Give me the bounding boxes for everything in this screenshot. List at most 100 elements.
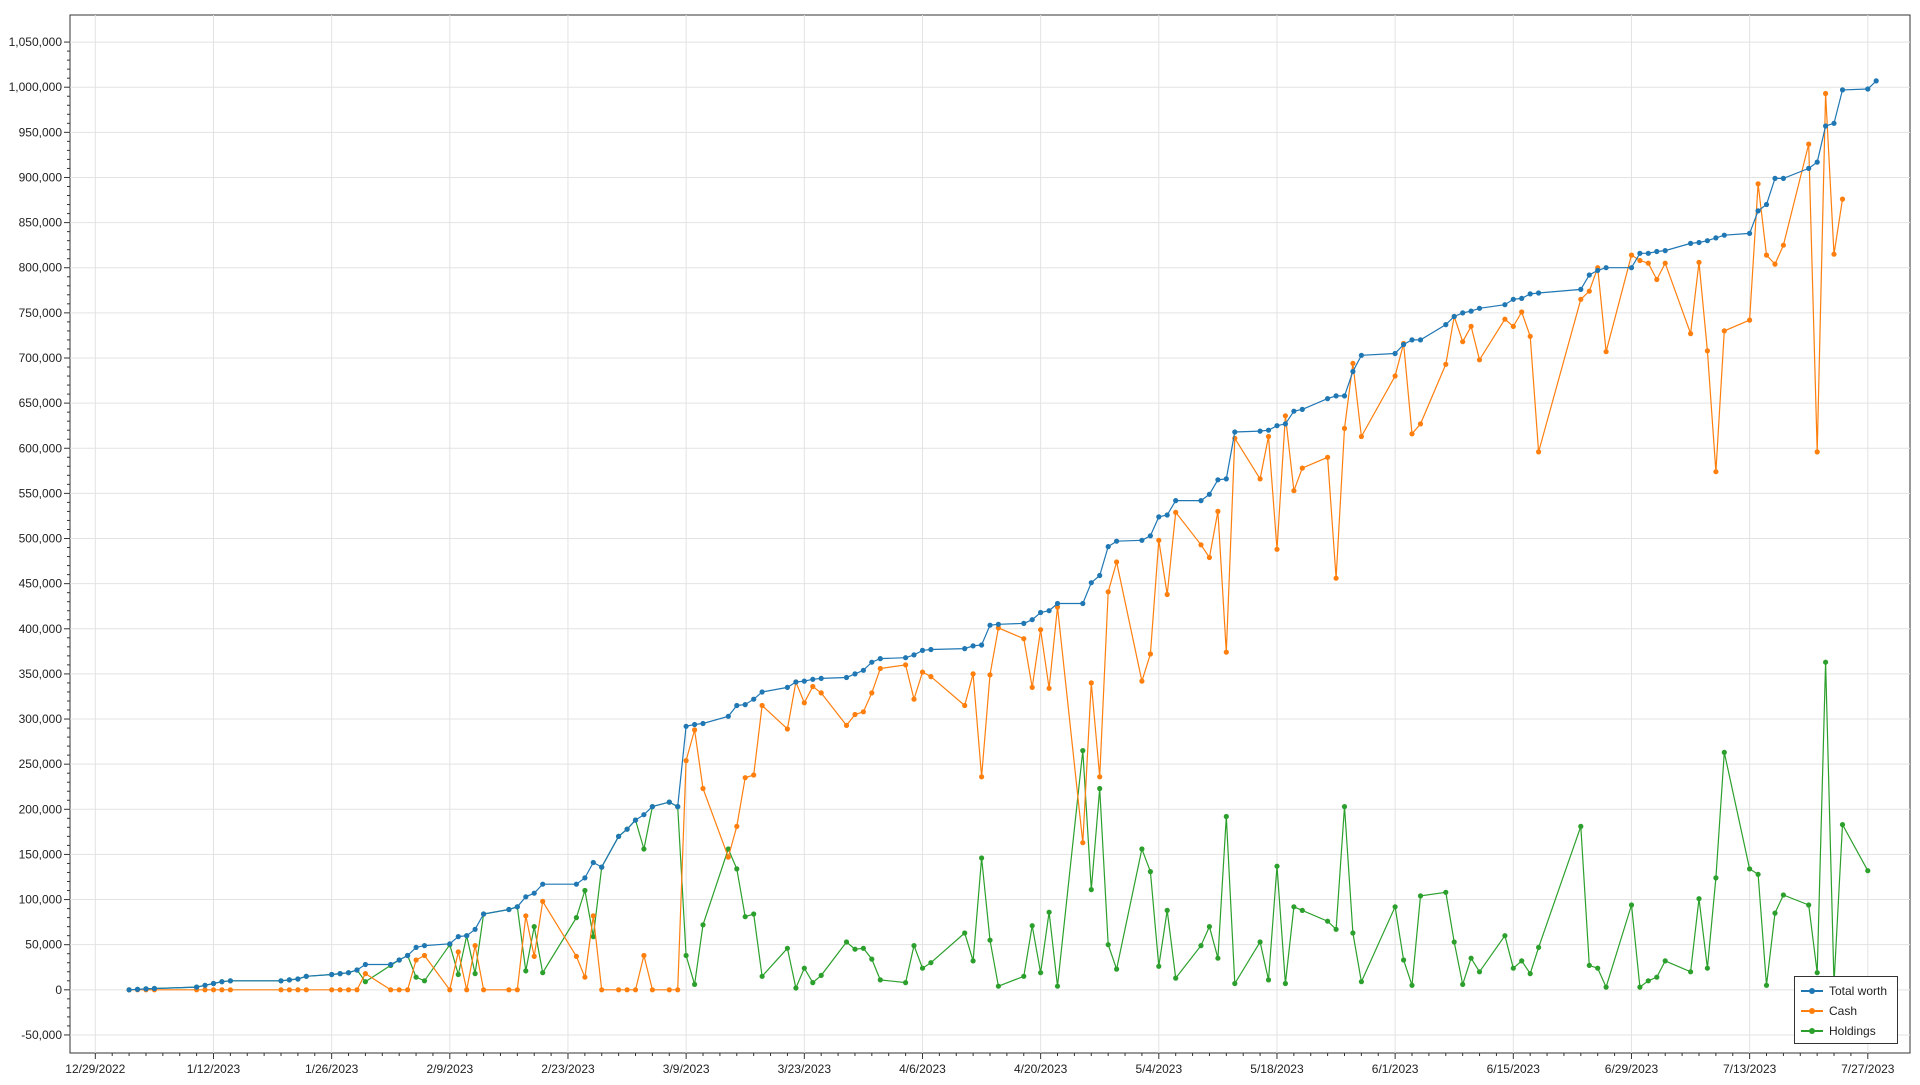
data-point-cash <box>928 674 934 680</box>
data-point-total-worth <box>1806 165 1812 171</box>
data-point-total-worth <box>1839 87 1846 93</box>
data-point-total-worth <box>1637 250 1643 256</box>
legend-label: Total worth <box>1829 984 1888 998</box>
data-point-holdings <box>1603 984 1609 990</box>
data-point-holdings <box>1198 943 1204 949</box>
data-point-cash <box>970 671 976 677</box>
data-point-total-worth <box>540 881 546 887</box>
data-point-total-worth <box>624 826 630 832</box>
data-point-cash <box>202 987 208 993</box>
data-point-cash <box>447 987 453 993</box>
data-point-cash <box>1299 465 1305 471</box>
data-point-total-worth <box>1747 230 1753 236</box>
data-point-total-worth <box>219 979 225 985</box>
data-point-cash <box>843 722 850 729</box>
x-tick-label: 3/23/2023 <box>778 1062 832 1076</box>
data-point-holdings <box>1595 965 1601 971</box>
data-point-cash <box>523 913 529 919</box>
data-point-holdings <box>1654 974 1660 980</box>
y-tick-label: 850,000 <box>19 216 63 230</box>
data-point-holdings <box>1637 984 1643 990</box>
data-point-cash <box>1527 333 1533 339</box>
data-point-total-worth <box>1460 310 1466 316</box>
data-point-cash <box>1341 425 1348 431</box>
data-point-total-worth <box>582 875 588 881</box>
data-point-total-worth <box>801 678 807 684</box>
data-point-holdings <box>1510 965 1516 971</box>
data-point-total-worth <box>700 720 706 727</box>
y-tick-label: 0 <box>55 983 62 997</box>
data-point-holdings <box>455 971 461 978</box>
data-point-cash <box>413 957 419 963</box>
data-point-cash <box>995 625 1002 631</box>
data-point-holdings <box>1839 822 1846 828</box>
data-point-total-worth <box>725 713 731 719</box>
data-point-holdings <box>1645 978 1651 984</box>
data-point-holdings <box>995 983 1002 989</box>
data-point-total-worth <box>1536 290 1542 296</box>
data-point-holdings <box>987 937 993 943</box>
data-point-total-worth <box>413 944 419 951</box>
data-point-holdings <box>1206 924 1212 930</box>
data-point-total-worth <box>1401 341 1407 348</box>
data-point-holdings <box>1814 970 1820 976</box>
data-point-cash <box>734 823 740 830</box>
data-point-cash <box>1080 840 1086 846</box>
data-point-total-worth <box>455 934 461 940</box>
data-point-total-worth <box>1578 286 1584 292</box>
data-point-total-worth <box>692 721 698 728</box>
data-point-holdings <box>1688 969 1694 975</box>
data-point-cash <box>531 953 537 960</box>
data-point-total-worth <box>523 894 529 900</box>
data-point-cash <box>345 987 352 993</box>
data-point-total-worth <box>194 984 200 990</box>
data-point-total-worth <box>1772 175 1778 181</box>
data-point-holdings <box>1139 846 1145 852</box>
data-point-total-worth <box>1662 248 1668 254</box>
data-point-holdings <box>742 914 748 920</box>
data-point-total-worth <box>1232 429 1238 435</box>
data-point-holdings <box>531 924 537 930</box>
y-tick-label: 1,000,000 <box>9 80 63 94</box>
data-point-holdings <box>1350 930 1356 936</box>
data-point-cash <box>590 913 596 919</box>
data-point-holdings <box>1527 971 1533 977</box>
data-point-cash <box>464 987 470 993</box>
data-point-total-worth <box>734 702 740 709</box>
data-point-total-worth <box>666 799 672 805</box>
x-tick-label: 12/29/2022 <box>65 1062 125 1076</box>
data-point-holdings <box>362 979 368 985</box>
data-point-cash <box>362 971 368 977</box>
y-tick-label: 50,000 <box>25 938 62 952</box>
data-point-holdings <box>540 970 546 976</box>
data-point-total-worth <box>962 646 968 652</box>
data-point-total-worth <box>472 926 478 932</box>
data-point-cash <box>1806 141 1812 147</box>
data-point-total-worth <box>919 647 926 654</box>
data-point-total-worth <box>1688 240 1694 246</box>
y-tick-label: 350,000 <box>19 667 63 681</box>
data-point-cash <box>1603 349 1609 355</box>
data-point-holdings <box>962 930 968 936</box>
data-point-cash <box>616 987 622 993</box>
data-point-total-worth <box>1814 159 1820 165</box>
data-point-total-worth <box>641 812 647 818</box>
data-point-total-worth <box>1054 600 1061 607</box>
data-point-cash <box>1114 559 1120 565</box>
data-point-holdings <box>1291 904 1297 910</box>
data-point-total-worth <box>649 804 656 810</box>
data-point-cash <box>1215 508 1221 514</box>
data-point-holdings <box>1409 982 1415 988</box>
data-point-total-worth <box>531 890 537 896</box>
data-point-total-worth <box>396 957 402 963</box>
data-point-cash <box>1747 317 1753 323</box>
data-point-cash <box>877 665 883 672</box>
data-point-total-worth <box>877 656 883 662</box>
y-tick-label: 450,000 <box>19 577 63 591</box>
x-tick-label: 1/12/2023 <box>187 1062 241 1076</box>
data-point-holdings <box>1417 893 1424 899</box>
data-point-total-worth <box>1654 248 1660 255</box>
x-tick-label: 6/29/2023 <box>1605 1062 1659 1076</box>
data-point-total-worth <box>979 642 985 648</box>
data-point-holdings <box>1392 904 1398 910</box>
